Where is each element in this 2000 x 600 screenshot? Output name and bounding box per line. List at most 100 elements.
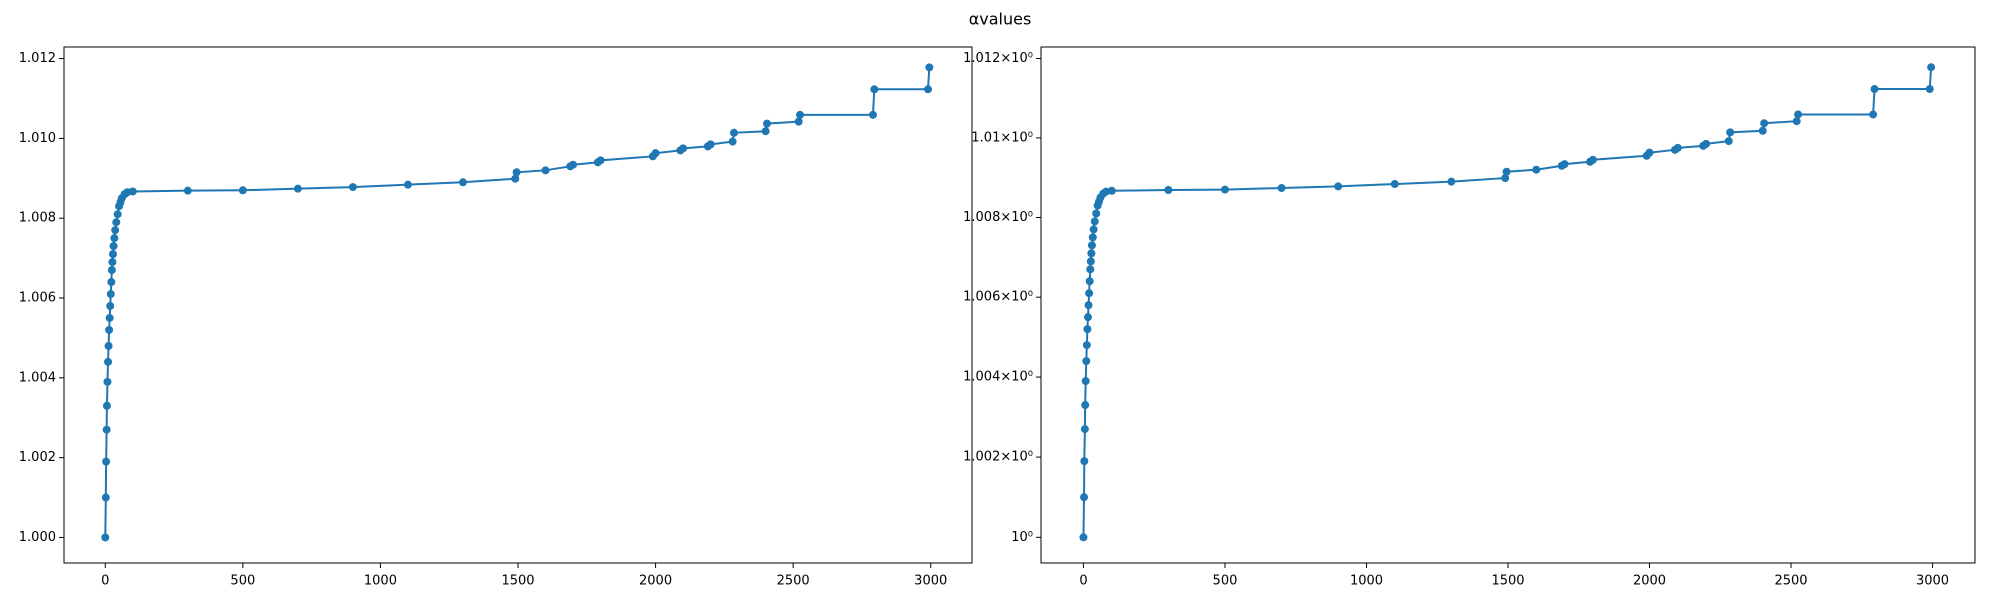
x-tick-label: 0 [1079,574,1087,589]
marker [1501,174,1510,183]
marker [108,258,117,267]
x-tick-label: 3000 [914,574,947,589]
marker [1085,289,1094,298]
y-tick-label: 1.010 [19,131,56,146]
marker [1085,277,1094,286]
marker [1925,85,1934,94]
series-line [104,67,931,538]
marker [1083,313,1092,322]
marker [1792,117,1801,126]
marker [651,149,660,158]
y-tick-label: 1.008×10⁰ [963,210,1033,225]
marker [293,184,302,193]
marker [925,63,934,72]
x-tick-label: 1000 [1350,574,1383,589]
marker [512,168,521,177]
x-tick-label: 2500 [1774,574,1807,589]
marker [1927,63,1936,72]
marker [1334,182,1343,191]
marker [796,110,805,119]
marker [1447,177,1456,186]
x-tick-label: 2500 [777,574,810,589]
marker [761,127,770,136]
y-tick-label: 1.006 [19,291,56,306]
x-tick-label: 2000 [1633,574,1666,589]
axes-frame [1040,46,1976,564]
marker [870,85,879,94]
y-tick-label: 1.006×10⁰ [963,290,1033,305]
marker [1560,160,1569,169]
marker [103,377,112,386]
marker [1164,186,1173,195]
marker [1080,457,1089,466]
marker [1089,225,1098,234]
marker [794,117,803,126]
marker [1107,186,1116,195]
y-tick-label: 1.004×10⁰ [963,370,1033,385]
marker [1870,85,1879,94]
marker [1088,233,1097,242]
marker [728,137,737,146]
marker [1390,180,1399,189]
marker [102,457,111,466]
y-tick-label: 1.000 [19,530,56,545]
marker [109,242,118,251]
marker [763,119,772,128]
marker [541,166,550,175]
marker [1084,301,1093,310]
marker [1081,401,1090,410]
marker [1702,139,1711,148]
marker [1086,257,1095,266]
marker [112,218,121,227]
y-tick-label: 10⁰ [1011,530,1033,545]
marker [1532,165,1541,174]
marker [107,278,116,287]
marker [110,234,119,243]
marker [1087,241,1096,250]
marker [108,250,117,259]
marker [101,533,110,542]
marker [128,187,137,196]
marker [1080,425,1089,434]
y-tick-label: 1.008 [19,211,56,226]
x-tick-label: 0 [101,574,109,589]
marker [1083,325,1092,334]
marker [104,341,113,350]
x-tick-label: 2000 [639,574,672,589]
x-tick-label: 1500 [501,574,534,589]
marker [1081,377,1090,386]
marker [1082,341,1091,350]
marker [729,128,738,137]
marker [107,266,116,275]
marker [105,325,114,334]
figure-title: αvalues [969,10,1032,29]
marker [868,110,877,119]
y-tick-label: 1.002 [19,450,56,465]
marker [1673,143,1682,152]
x-tick-label: 1500 [1491,574,1524,589]
marker [403,180,412,189]
marker [238,186,247,195]
marker [1277,184,1286,193]
y-tick-label: 1.012 [19,51,56,66]
marker [102,401,111,410]
marker [113,210,122,219]
marker [923,85,932,94]
marker [511,174,520,183]
y-tick-label: 1.012×10⁰ [963,51,1033,66]
x-tick-label: 500 [230,574,255,589]
marker [102,425,111,434]
marker [1087,249,1096,258]
marker [569,160,578,169]
marker [101,493,110,502]
marker [1502,167,1511,176]
marker [596,156,605,165]
marker [679,144,688,153]
marker [1090,217,1099,226]
marker [1794,110,1803,119]
marker [1645,148,1654,157]
y-tick-label: 1.002×10⁰ [963,450,1033,465]
marker [1760,119,1769,128]
